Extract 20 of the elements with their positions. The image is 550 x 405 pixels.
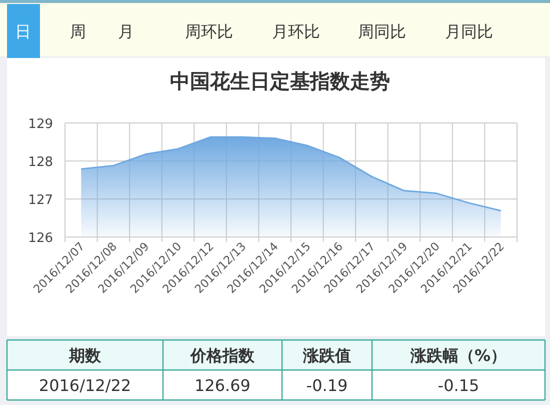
y-tick-label: 126 [28, 231, 53, 246]
text: 126.69 [194, 376, 250, 395]
text: -0.19 [306, 376, 348, 395]
text: 周环比 [185, 22, 233, 41]
text: 月 [118, 22, 134, 41]
text: 月环比 [272, 22, 320, 41]
text: 2016/12/22 [38, 376, 132, 395]
text: 周同比 [358, 22, 406, 41]
text: 周 [70, 22, 86, 41]
y-tick-label: 128 [28, 155, 53, 170]
text: 价格指数 [190, 346, 256, 365]
chart-title: 中国花生日定基指数走势 [170, 69, 390, 93]
text: 月同比 [445, 22, 493, 41]
text: 涨跌值 [302, 346, 351, 365]
y-tick-label: 127 [28, 193, 53, 208]
y-tick-label: 129 [28, 117, 53, 132]
text: 涨跌幅（%） [409, 346, 507, 365]
text: 期数 [68, 346, 102, 365]
text: -0.15 [438, 376, 480, 395]
text: 日 [15, 22, 31, 41]
